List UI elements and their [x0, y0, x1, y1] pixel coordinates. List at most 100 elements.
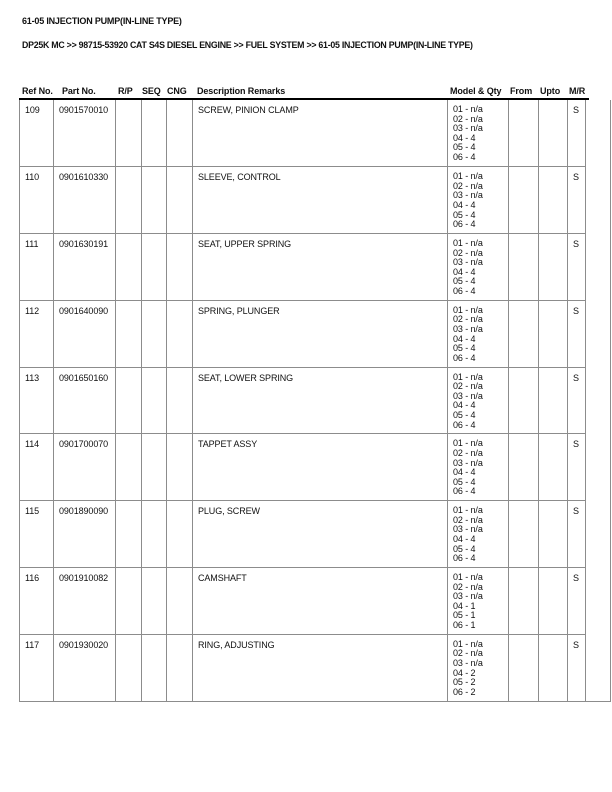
cell-part-no: 0901910082 — [53, 567, 116, 635]
cell-cng — [166, 299, 193, 368]
model-qty-line: 01 - n/a — [453, 572, 483, 583]
cell-cng — [166, 166, 193, 235]
col-header-model-qty: Model & Qty — [450, 86, 502, 96]
cell-mr: S — [567, 166, 586, 235]
model-qty-line: 01 - n/a — [453, 638, 483, 649]
cell-part-no: 0901650160 — [53, 366, 116, 435]
cell-cng — [166, 366, 193, 435]
model-qty-line: 06 - 4 — [453, 486, 476, 497]
cell-mr: S — [567, 500, 586, 569]
model-qty-line: 04 - 2 — [453, 667, 476, 678]
cell-mr: S — [567, 567, 586, 635]
cell-rp — [115, 366, 142, 435]
cell-from — [508, 633, 539, 702]
model-qty-line: 06 - 4 — [453, 419, 476, 430]
cell-mr: S — [567, 233, 586, 301]
cell-from — [508, 233, 539, 301]
cell-model-qty: 01 - n/a 02 - n/a 03 - n/a 04 - 4 05 - 4 06 -… — [447, 166, 509, 235]
model-qty-line: 04 - 4 — [453, 400, 476, 411]
cell-rp — [115, 100, 142, 168]
model-qty-line: 05 - 4 — [453, 142, 476, 153]
model-qty-line: 06 - 4 — [453, 286, 476, 297]
cell-upto — [538, 567, 568, 635]
table-row: 113 0901650160 SEAT, LOWER SPRING 01 - n/a 0… — [19, 366, 611, 435]
cell-description: SEAT, UPPER SPRING — [192, 233, 448, 301]
breadcrumb: DP25K MC >> 98715-53920 CAT S4S DIESEL E… — [22, 40, 473, 50]
col-header-cng: CNG — [167, 86, 187, 96]
cell-part-no: 0901570010 — [53, 100, 116, 168]
col-header-rp: R/P — [118, 86, 133, 96]
cell-upto — [538, 433, 568, 502]
model-qty-line: 06 - 1 — [453, 620, 476, 631]
header-rule-divider — [19, 97, 589, 100]
model-qty-line: 05 - 4 — [453, 209, 476, 220]
model-qty-line: 02 - n/a — [453, 448, 483, 459]
cell-part-no: 0901700070 — [53, 433, 116, 502]
model-qty-line: 02 - n/a — [453, 648, 483, 659]
cell-part-no: 0901630191 — [53, 233, 116, 301]
model-qty-line: 05 - 4 — [453, 543, 476, 554]
cell-ref-no: 113 — [19, 366, 54, 435]
model-qty-line: 05 - 4 — [453, 476, 476, 487]
cell-rp — [115, 233, 142, 301]
model-qty-line: 02 - n/a — [453, 247, 483, 258]
model-qty-line: 01 - n/a — [453, 371, 483, 382]
col-header-mr: M/R — [569, 86, 586, 96]
model-qty-line: 02 - n/a — [453, 381, 483, 392]
cell-rp — [115, 567, 142, 635]
table-row: 112 0901640090 SPRING, PLUNGER 01 - n/a 02 -… — [19, 299, 611, 368]
cell-seq — [141, 366, 167, 435]
col-header-upto: Upto — [540, 86, 561, 96]
cell-model-qty: 01 - n/a 02 - n/a 03 - n/a 04 - 4 05 - 4 06 -… — [447, 299, 509, 368]
model-qty-line: 05 - 4 — [453, 343, 476, 354]
model-qty-line: 06 - 4 — [453, 219, 476, 230]
model-qty-line: 03 - n/a — [453, 658, 483, 669]
cell-upto — [538, 299, 568, 368]
cell-description: SCREW, PINION CLAMP — [192, 100, 448, 168]
cell-cng — [166, 567, 193, 635]
cell-from — [508, 500, 539, 569]
cell-mr: S — [567, 633, 586, 702]
cell-description: TAPPET ASSY — [192, 433, 448, 502]
cell-ref-no: 115 — [19, 500, 54, 569]
model-qty-line: 03 - n/a — [453, 390, 483, 401]
model-qty-line: 03 - n/a — [453, 591, 483, 602]
model-qty-line: 04 - 1 — [453, 600, 476, 611]
cell-ref-no: 111 — [19, 233, 54, 301]
model-qty-line: 02 - n/a — [453, 180, 483, 191]
cell-cng — [166, 633, 193, 702]
model-qty-line: 03 - n/a — [453, 524, 483, 535]
cell-upto — [538, 233, 568, 301]
cell-rp — [115, 299, 142, 368]
cell-from — [508, 433, 539, 502]
cell-upto — [538, 633, 568, 702]
model-qty-line: 03 - n/a — [453, 457, 483, 468]
model-qty-line: 04 - 4 — [453, 333, 476, 344]
model-qty-line: 03 - n/a — [453, 123, 483, 134]
col-header-ref-no: Ref No. — [22, 86, 53, 96]
cell-upto — [538, 166, 568, 235]
cell-seq — [141, 299, 167, 368]
cell-ref-no: 112 — [19, 299, 54, 368]
table-column-headers: Ref No. Part No. R/P SEQ CNG Description… — [19, 83, 585, 96]
cell-from — [508, 100, 539, 168]
table-row: 115 0901890090 PLUG, SCREW 01 - n/a 02 - n/a… — [19, 500, 611, 569]
table-row: 109 0901570010 SCREW, PINION CLAMP 01 - n/a… — [19, 100, 611, 702]
cell-part-no: 0901610330 — [53, 166, 116, 235]
cell-seq — [141, 166, 167, 235]
cell-seq — [141, 500, 167, 569]
model-qty-line: 04 - 4 — [453, 132, 476, 143]
model-qty-line: 04 - 4 — [453, 467, 476, 478]
cell-rp — [115, 633, 142, 702]
cell-upto — [538, 500, 568, 569]
cell-part-no: 0901890090 — [53, 500, 116, 569]
cell-mr: S — [567, 100, 586, 168]
cell-ref-no: 110 — [19, 166, 54, 235]
cell-description: RING, ADJUSTING — [192, 633, 448, 702]
model-qty-line: 01 - n/a — [453, 304, 483, 315]
cell-ref-no: 114 — [19, 433, 54, 502]
cell-ref-no: 116 — [19, 567, 54, 635]
cell-model-qty: 01 - n/a 02 - n/a 03 - n/a 04 - 4 05 - 4 06 -… — [447, 366, 509, 435]
cell-cng — [166, 233, 193, 301]
page-title: 61-05 INJECTION PUMP(IN-LINE TYPE) — [22, 16, 182, 26]
